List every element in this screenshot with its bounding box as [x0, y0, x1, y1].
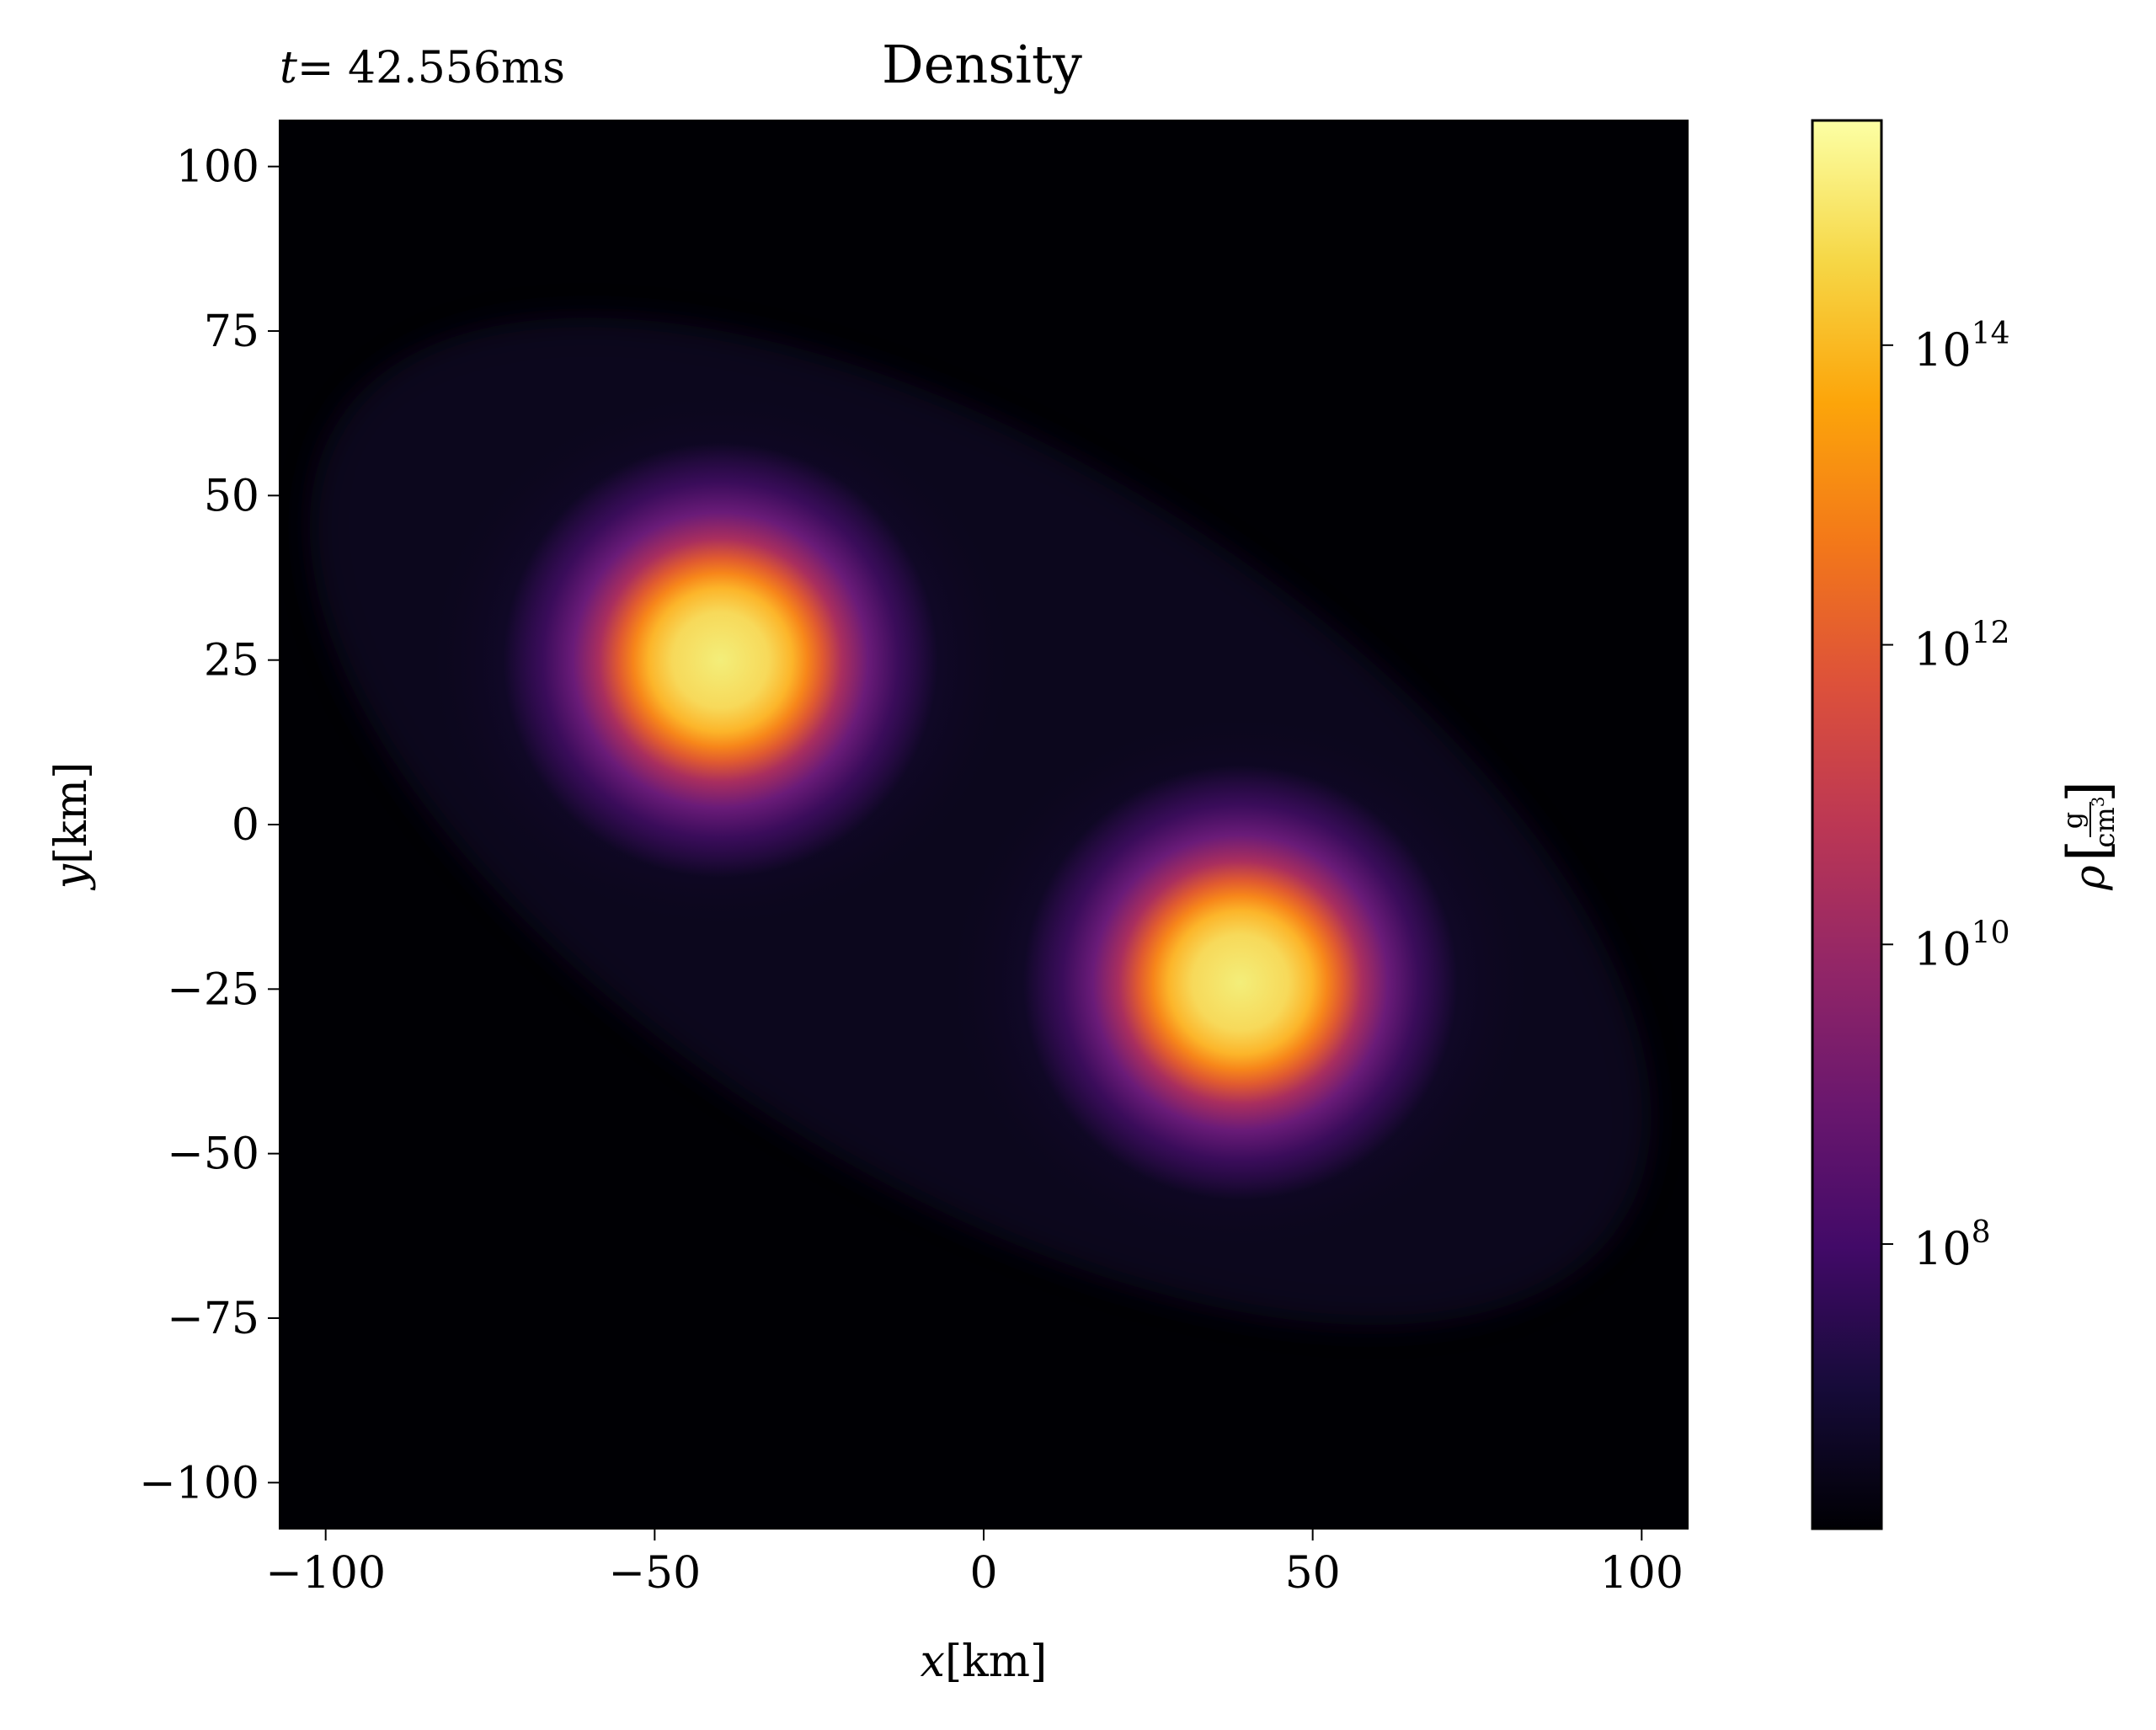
y-axis-var: y	[46, 863, 97, 890]
y-tick-label: −100	[139, 1458, 259, 1508]
time-label: t= 42.556ms	[280, 43, 565, 93]
colorbar-var: ρ	[2065, 865, 2114, 891]
time-var: t	[280, 43, 297, 93]
heatmap-plot-area	[279, 120, 1689, 1530]
x-axis-ticks: −100 −50 0 50 100	[265, 1529, 1684, 1599]
colorbar-ticks: 108 1010 1012 1014	[1881, 317, 2010, 1275]
y-tick-label: −50	[167, 1129, 259, 1180]
y-tick-label: 75	[204, 307, 259, 357]
colorbar-unit-denominator-exp: 3	[2088, 797, 2108, 808]
x-tick-label: −50	[608, 1548, 701, 1599]
chart-title: Density	[882, 34, 1082, 95]
y-tick-label: −25	[167, 964, 259, 1015]
colorbar-tick-label: 1010	[1913, 916, 2010, 975]
time-value: = 42.556ms	[297, 43, 565, 93]
y-tick-label: −75	[167, 1294, 259, 1344]
y-axis-label: y[km]	[46, 762, 97, 891]
colorbar-bracket-right: ]	[2056, 781, 2121, 803]
colorbar-unit-denominator: cm3	[2088, 797, 2121, 848]
y-tick-label: 0	[232, 800, 259, 851]
x-axis-var: x	[921, 1637, 945, 1687]
y-tick-label: 25	[204, 636, 259, 686]
x-axis-label: x[km]	[921, 1637, 1048, 1687]
colorbar-tick-label: 1012	[1913, 617, 2010, 676]
colorbar-tick-label: 1014	[1913, 317, 2010, 376]
x-tick-label: 100	[1600, 1548, 1684, 1599]
colorbar-gradient	[1811, 119, 1883, 1530]
x-axis-unit: [km]	[945, 1637, 1047, 1687]
colorbar-label: ρ [ g cm3 ]	[2056, 781, 2121, 891]
y-tick-label: 100	[176, 142, 259, 193]
density-core-1	[503, 442, 938, 878]
x-tick-label: 0	[969, 1548, 997, 1599]
colorbar: 108 1010 1012 1014 ρ [ g cm3 ]	[1811, 119, 2121, 1530]
colorbar-bracket-left: [	[2056, 840, 2121, 862]
x-tick-label: −100	[265, 1548, 386, 1599]
y-axis-unit: [km]	[46, 762, 97, 864]
density-core-2	[1022, 765, 1458, 1200]
x-tick-label: 50	[1285, 1548, 1341, 1599]
y-axis-ticks: 100 75 50 25 0 −25 −50 −75 −100	[139, 142, 280, 1508]
y-tick-label: 50	[204, 471, 259, 521]
colorbar-unit-denominator-base: cm	[2089, 807, 2121, 847]
colorbar-tick-label: 108	[1913, 1215, 1991, 1275]
colorbar-unit-numerator: g	[2057, 812, 2089, 829]
